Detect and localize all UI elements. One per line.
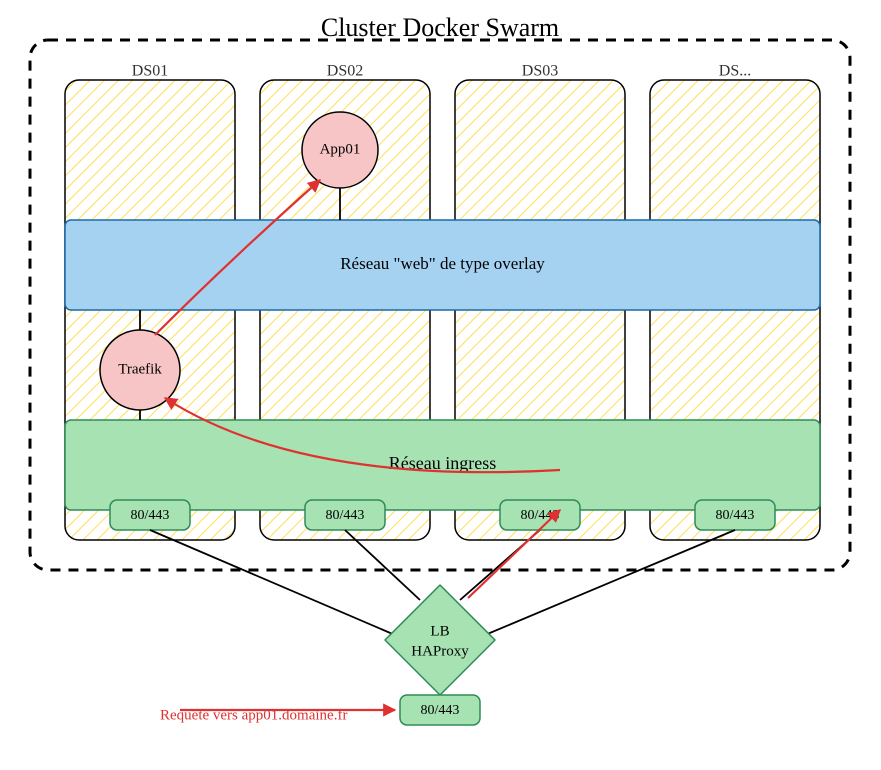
- haproxy-port-label: 80/443: [421, 703, 460, 718]
- port-box-ds03: 80/443: [500, 500, 580, 530]
- port-label: 80/443: [716, 508, 755, 523]
- app01-label: App01: [320, 141, 361, 157]
- haproxy-port-box: 80/443: [400, 695, 480, 725]
- port-box-ds02: 80/443: [305, 500, 385, 530]
- swarm-node-label: DS...: [719, 63, 751, 80]
- swarm-node-label: DS02: [327, 63, 363, 80]
- port-label: 80/443: [131, 508, 170, 523]
- app01-node: App01: [302, 112, 378, 188]
- ingress-network: Réseau ingress: [65, 420, 820, 510]
- swarm-node-label: DS01: [132, 63, 168, 80]
- haproxy-node: LB HAProxy: [385, 585, 495, 695]
- overlay-network-label: Réseau "web" de type overlay: [340, 254, 545, 273]
- haproxy-label-1: LB: [430, 623, 449, 639]
- request-label: Requête vers app01.domaine.fr: [160, 707, 347, 723]
- port-box-ds01: 80/443: [110, 500, 190, 530]
- haproxy-label-2: HAProxy: [411, 643, 469, 659]
- traefik-node: Traefik: [100, 330, 180, 410]
- lb-link: [150, 530, 395, 635]
- port-label: 80/443: [326, 508, 365, 523]
- traefik-label: Traefik: [118, 361, 162, 377]
- overlay-network: Réseau "web" de type overlay: [65, 220, 820, 310]
- swarm-node-label: DS03: [522, 63, 558, 80]
- port-box-dsN: 80/443: [695, 500, 775, 530]
- diagram-title: Cluster Docker Swarm: [321, 13, 559, 42]
